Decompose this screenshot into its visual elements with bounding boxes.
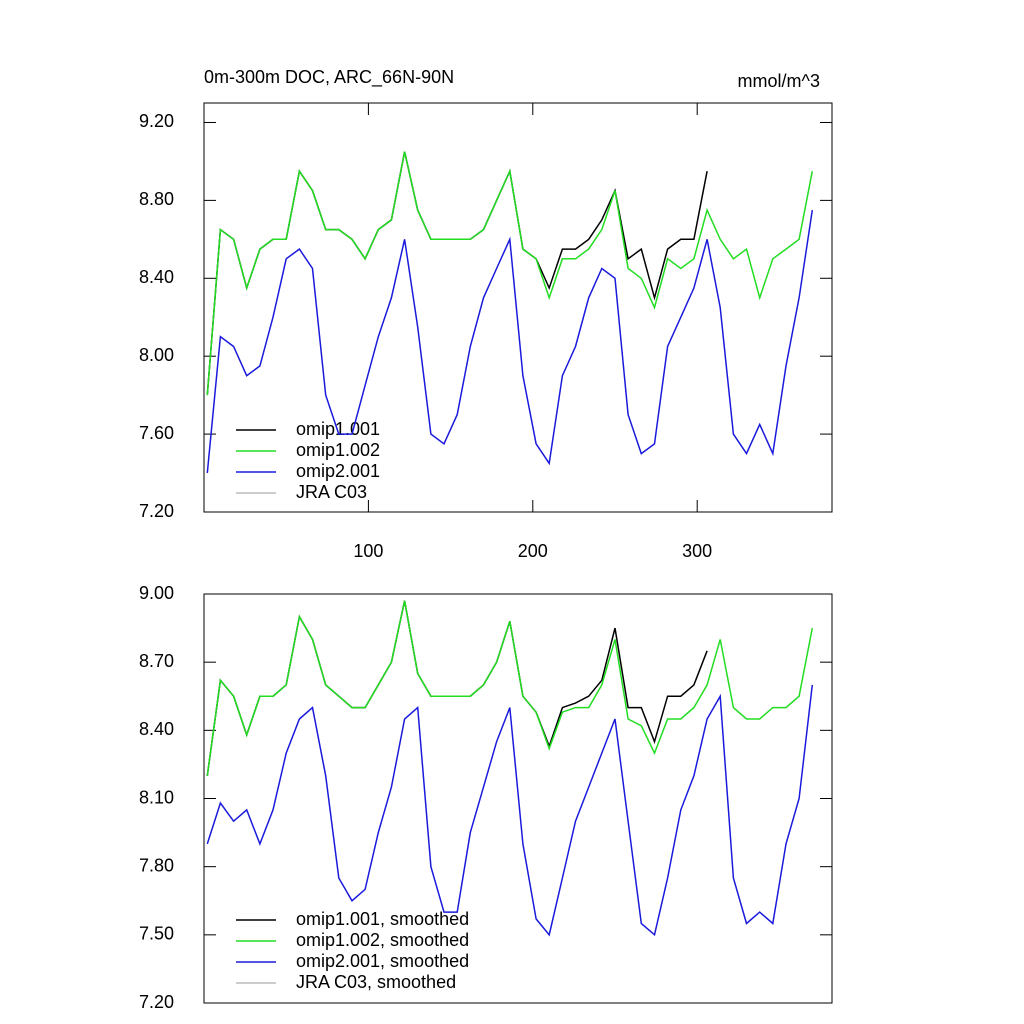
y-tick-label: 7.50 (139, 924, 174, 944)
legend-label: omip1.002, smoothed (296, 930, 469, 950)
legend-label: JRA C03 (296, 482, 367, 502)
y-tick-label: 9.00 (139, 583, 174, 603)
legend-label: omip1.001 (296, 419, 380, 439)
legend-label: omip2.001 (296, 461, 380, 481)
chart-title: 0m-300m DOC, ARC_66N-90N (204, 67, 454, 88)
y-tick-label: 7.80 (139, 855, 174, 875)
y-tick-label: 8.00 (139, 345, 174, 365)
plot-frame (203, 102, 833, 513)
y-tick-label: 8.80 (139, 189, 174, 209)
series-line (206, 151, 814, 396)
x-tick-label: 300 (682, 541, 712, 561)
y-tick-label: 7.60 (139, 423, 174, 443)
x-tick-label: 200 (518, 541, 548, 561)
y-tick-label: 8.70 (139, 651, 174, 671)
legend-label: JRA C03, smoothed (296, 972, 456, 992)
series-line (206, 684, 814, 937)
y-tick-label: 9.20 (139, 111, 174, 131)
legend-label: omip1.002 (296, 440, 380, 460)
y-tick-label: 8.40 (139, 719, 174, 739)
y-tick-label: 8.40 (139, 267, 174, 287)
y-tick-label: 7.20 (139, 992, 174, 1012)
legend-label: omip2.001, smoothed (296, 951, 469, 971)
legend-label: omip1.001, smoothed (296, 909, 469, 929)
series-line (206, 209, 814, 474)
y-tick-label: 8.10 (139, 787, 174, 807)
y-tick-label: 7.20 (139, 501, 174, 521)
x-tick-label: 100 (353, 541, 383, 561)
units-label: mmol/m^3 (738, 71, 820, 91)
series-line (206, 600, 814, 776)
